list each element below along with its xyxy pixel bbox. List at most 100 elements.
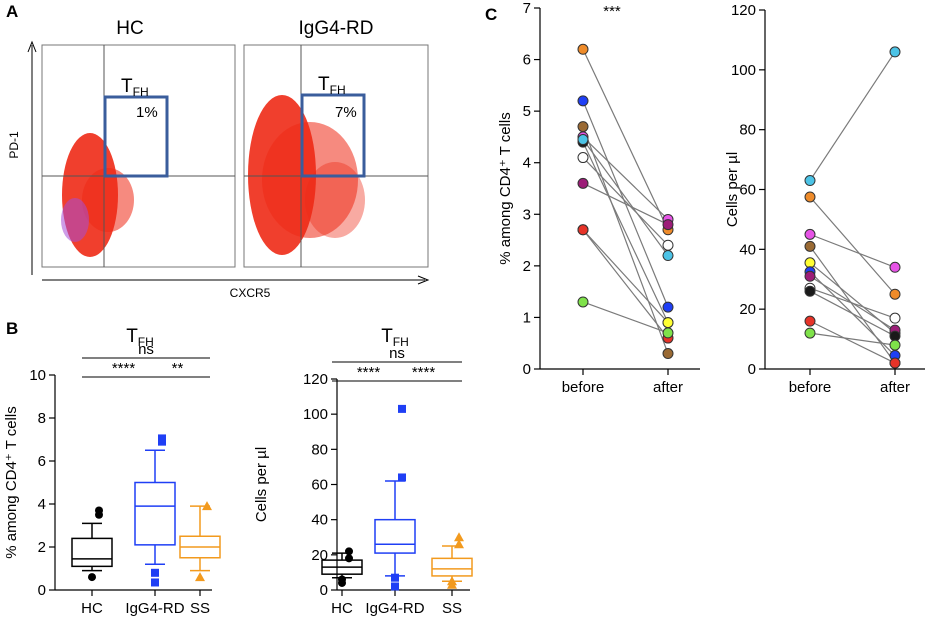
pair-line [582, 301, 669, 334]
pair-line [809, 287, 896, 319]
y-tick-label: 100 [303, 406, 328, 423]
pair-line [582, 157, 669, 246]
x-tick-label: HC [331, 600, 353, 617]
y-tick-label: 40 [739, 241, 756, 258]
after-point [889, 261, 901, 273]
box-iqr [71, 537, 113, 568]
panel-c-letter: C [485, 5, 497, 24]
outlier-marker [195, 572, 205, 582]
before-point [804, 315, 816, 327]
after-point [889, 339, 901, 351]
box-igg4-rd [374, 404, 416, 591]
after-point [889, 46, 901, 58]
y-tick-label: 4 [523, 155, 531, 172]
after-point [889, 357, 901, 369]
pd1-axis-label: PD-1 [7, 131, 21, 159]
chart-title: TFH [126, 326, 154, 349]
flow-plot-title: HC [116, 18, 143, 39]
y-tick-label: 0 [748, 361, 756, 378]
pair-line [582, 229, 669, 339]
box-hc [321, 547, 363, 587]
before-point [804, 228, 816, 240]
panel-b-letter: B [6, 319, 18, 338]
gate-percent: 1% [136, 104, 158, 121]
significance-label: **** [412, 364, 436, 381]
flow-plot-igg4rd: IgG4-RD TFH 7% [243, 18, 429, 268]
pair-line [809, 196, 896, 295]
pair-line [809, 320, 896, 364]
gate-label: TFH [318, 74, 346, 97]
before-point [577, 177, 589, 189]
pair-line [582, 229, 669, 323]
cell-population-cloud [61, 198, 89, 242]
y-tick-label: 100 [731, 62, 756, 79]
y-tick-label: 7 [523, 0, 531, 17]
before-point [804, 285, 816, 297]
significance-label: **** [357, 364, 381, 381]
significance-label: ** [172, 360, 184, 377]
pair-line [809, 290, 896, 337]
y-tick-label: 5 [523, 103, 531, 120]
y-tick-label: 10 [29, 367, 46, 384]
flow-plot-hc: HC TFH 1% [41, 18, 236, 268]
box-iqr [374, 518, 416, 554]
significance-label: ns [138, 341, 154, 358]
y-tick-label: 80 [739, 122, 756, 139]
y-tick-label: 4 [38, 496, 46, 513]
significance-label: ns [389, 345, 405, 362]
cxcr5-axis-label: CXCR5 [230, 286, 271, 300]
x-tick-label: after [653, 379, 683, 396]
pair-line [582, 136, 669, 220]
after-point [889, 288, 901, 300]
after-point [662, 239, 674, 251]
x-tick-label: IgG4-RD [125, 600, 184, 617]
y-tick-label: 2 [38, 539, 46, 556]
y-tick-label: 6 [38, 453, 46, 470]
cell-population-cloud [305, 162, 365, 238]
before-point [577, 224, 589, 236]
paired-plot-tfh-percent: 0 1 2 3 4 5 6 7 % among CD4⁺ T cells before after *… [497, 0, 700, 396]
x-tick-label: HC [81, 600, 103, 617]
pair-line [582, 126, 669, 354]
box-ss [179, 501, 221, 582]
outlier-marker [202, 501, 212, 511]
paired-plot-tfh-count: 0 20 40 60 80 100 120 Cells per µl before after [724, 2, 925, 396]
outlier-marker [454, 539, 464, 549]
outlier-marker [398, 404, 406, 413]
significance-label: *** [603, 3, 621, 20]
before-point [577, 152, 589, 164]
box-hc [71, 506, 113, 582]
after-point [662, 301, 674, 313]
outlier-marker [338, 578, 346, 587]
outlier-marker [95, 506, 103, 515]
outlier-marker [151, 578, 159, 587]
before-point [804, 327, 816, 339]
after-point [889, 312, 901, 324]
pair-line [809, 51, 896, 181]
outlier-marker [88, 573, 96, 582]
pair-line [582, 139, 669, 256]
outlier-marker [345, 547, 353, 556]
y-tick-label: 0 [320, 582, 328, 599]
y-tick-label: 60 [311, 477, 328, 494]
pair-line [582, 49, 669, 231]
box-ss [431, 532, 473, 589]
y-axis-title: Cells per µl [724, 152, 741, 227]
outlier-marker [391, 573, 399, 582]
y-axis-title: Cells per µl [253, 447, 270, 522]
cxcr5-arrow-head [417, 275, 430, 285]
after-point [662, 219, 674, 231]
y-tick-label: 6 [523, 52, 531, 69]
outlier-marker [454, 532, 464, 542]
after-point [662, 317, 674, 329]
before-point [804, 270, 816, 282]
x-tick-label: before [789, 379, 832, 396]
before-point [804, 240, 816, 252]
y-tick-label: 3 [523, 206, 531, 223]
tfh-gate [103, 95, 169, 178]
before-point [804, 191, 816, 203]
y-axis-title: % among CD4⁺ T cells [3, 406, 20, 558]
box-iqr [431, 557, 473, 577]
box-igg4-rd [134, 434, 176, 587]
